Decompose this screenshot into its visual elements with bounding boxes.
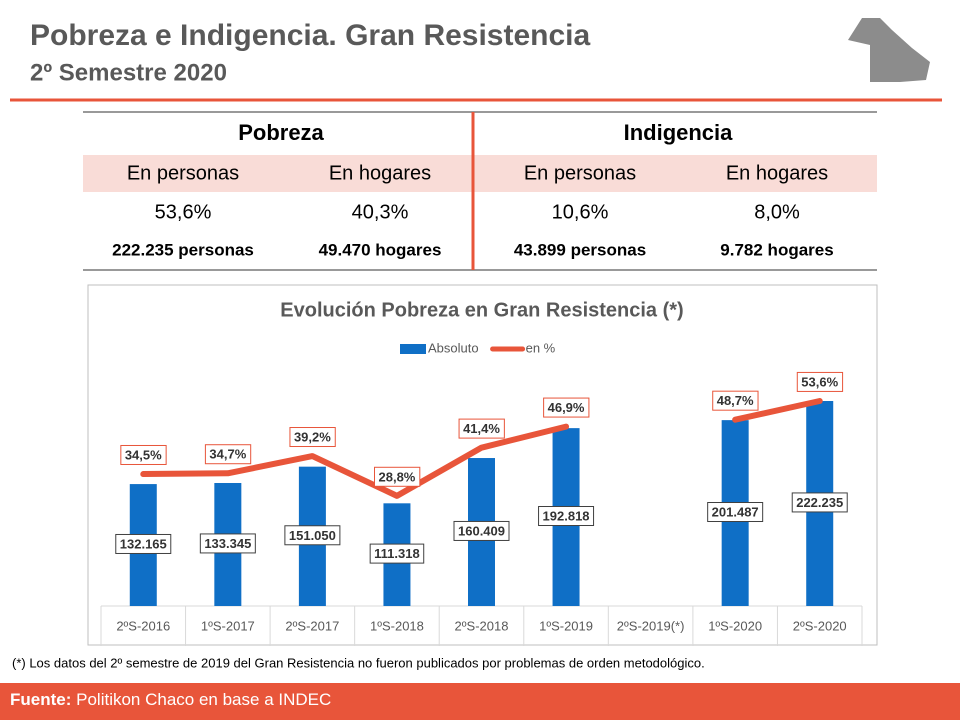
x-tick-label: 2ºS-2020 xyxy=(793,618,847,633)
legend-label: en % xyxy=(526,340,556,355)
bar-value-label: 111.318 xyxy=(374,546,420,561)
x-tick-label: 2ºS-2018 xyxy=(455,618,509,633)
subtitle: 2º Semestre 2020 xyxy=(30,59,227,86)
x-tick-label: 1ºS-2018 xyxy=(370,618,424,633)
table-cell: 40,3% xyxy=(352,201,409,223)
value-label-box xyxy=(115,533,172,554)
map-icon xyxy=(848,18,930,82)
value-label-box xyxy=(538,506,595,527)
value-label-box xyxy=(453,520,510,541)
value-label-box xyxy=(712,390,759,411)
bar-value-label: 222.235 xyxy=(796,495,843,510)
column-header: En personas xyxy=(127,162,239,184)
bar-value-label: 132.165 xyxy=(120,536,167,551)
value-label-box xyxy=(204,444,252,465)
value-label-box xyxy=(120,444,167,465)
x-tick-label: 2ºS-2017 xyxy=(285,618,339,633)
footnote: (*) Los datos del 2º semestre de 2019 de… xyxy=(12,655,705,670)
x-tick-label: 1ºS-2020 xyxy=(708,618,762,633)
column-header: En hogares xyxy=(329,162,431,184)
table-cell: 9.782 hogares xyxy=(720,240,833,259)
value-label-box xyxy=(369,543,425,564)
line xyxy=(140,398,823,499)
subheader-row xyxy=(83,155,877,192)
column-header: En personas xyxy=(524,162,636,184)
footer-bar xyxy=(0,683,960,720)
value-label-box xyxy=(791,492,848,513)
table-cell: 43.899 personas xyxy=(514,240,646,259)
table-cell: 10,6% xyxy=(552,201,609,223)
line-value-label: 48,7% xyxy=(717,393,754,408)
chart-title: Evolución Pobreza en Gran Resistencia (*… xyxy=(280,299,683,321)
value-label-box xyxy=(707,502,764,523)
bar-value-label: 133.345 xyxy=(204,536,251,551)
line-value-label: 53,6% xyxy=(801,374,838,389)
x-tick-label: 1ºS-2017 xyxy=(201,618,255,633)
title: Pobreza e Indigencia. Gran Resistencia xyxy=(30,19,591,52)
value-label-box xyxy=(796,371,844,392)
group-header: Pobreza xyxy=(238,120,324,145)
legend-swatch xyxy=(400,344,426,354)
value-label-box xyxy=(543,397,590,418)
x-tick-label: 2ºS-2016 xyxy=(116,618,170,633)
line-value-label: 39,2% xyxy=(294,430,331,445)
value-label-box xyxy=(458,418,505,439)
bar-value-label: 201.487 xyxy=(712,505,759,520)
line-value-label: 28,8% xyxy=(379,469,416,484)
chart: Absoluto en % 2ºS-2016 1ºS-2017 2ºS-2017 1ºS-… xyxy=(100,340,863,646)
value-label-box xyxy=(284,525,341,546)
footer-label: Fuente: xyxy=(10,690,71,709)
table-cell: 49.470 hogares xyxy=(319,240,442,259)
value-label-box xyxy=(374,466,421,487)
bar-value-label: 192.818 xyxy=(543,509,590,524)
group-header: Indigencia xyxy=(624,120,734,145)
table-cell: 8,0% xyxy=(754,201,800,223)
table-cell: 222.235 personas xyxy=(112,240,254,259)
summary-table: Pobreza Indigencia En personas En hogare… xyxy=(83,111,877,271)
footer-text: Politikon Chaco en base a INDEC xyxy=(76,690,331,709)
line-value-label: 34,5% xyxy=(125,447,162,462)
x-tick-label: 2ºS-2019(*) xyxy=(617,618,685,633)
footer: Fuente: Politikon Chaco en base a INDEC xyxy=(10,690,331,709)
line-value-label: 41,4% xyxy=(463,421,500,436)
value-label-box xyxy=(199,533,256,554)
legend-label: Absoluto xyxy=(428,340,479,355)
column-header: En hogares xyxy=(726,162,828,184)
line-value-label: 46,9% xyxy=(548,400,585,415)
value-label-box xyxy=(289,427,336,448)
bar-value-label: 151.050 xyxy=(289,528,336,543)
line-value-label: 34,7% xyxy=(209,447,246,462)
x-tick-label: 1ºS-2019 xyxy=(539,618,593,633)
table-cell: 53,6% xyxy=(155,201,212,223)
bar-value-label: 160.409 xyxy=(458,523,505,538)
